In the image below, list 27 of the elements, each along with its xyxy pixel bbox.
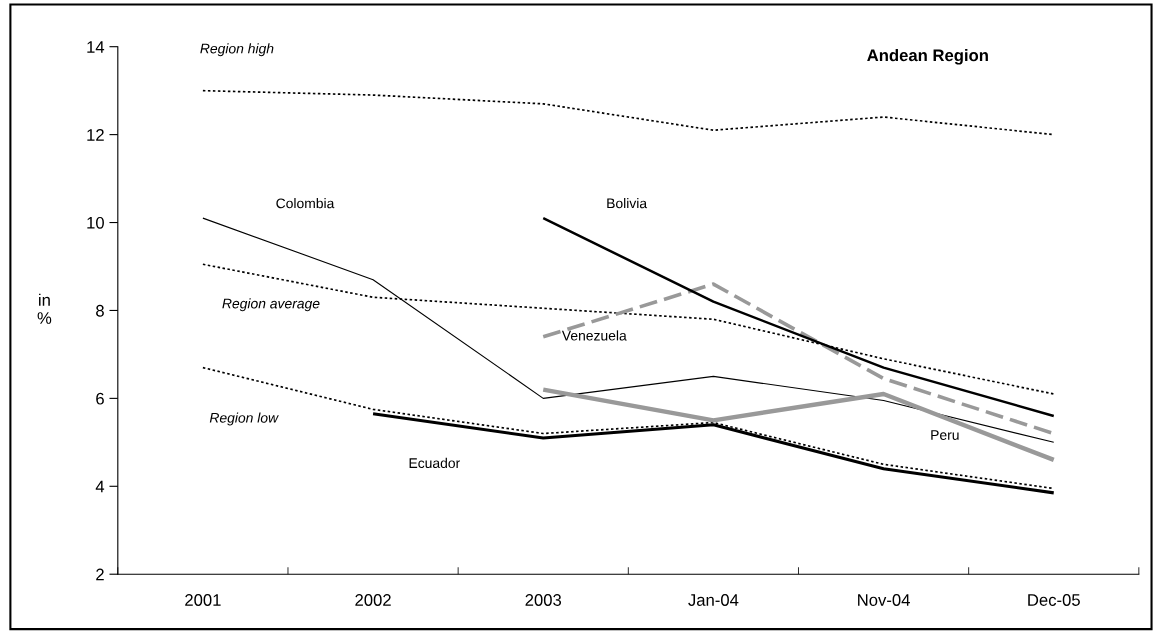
text: Region high [200, 43, 274, 57]
y-tick-label: 14 [87, 41, 105, 53]
x-tick-label: 2002 [355, 594, 391, 606]
y-tick-label: 6 [96, 392, 104, 405]
x-tick-label: Dec-05 [1028, 594, 1080, 606]
line-series [541, 387, 1056, 463]
y-axis-title: in % [37, 293, 52, 324]
y-tick-label: 8 [96, 304, 104, 317]
line-series [202, 366, 1055, 490]
line-series [202, 217, 1055, 443]
text: Bolivia [607, 198, 648, 209]
x-tick-label: Nov-04 [858, 594, 910, 606]
chart-title: Andean Region [867, 49, 988, 65]
series-label: Region low [209, 412, 279, 426]
y-tick-label: 4 [95, 480, 105, 493]
x-tick-label: Jan-04 [688, 594, 739, 606]
text: Colombia [276, 198, 335, 209]
y-tick-label: 10 [87, 216, 104, 229]
line-series [202, 89, 1055, 136]
x-tick-label: 2003 [525, 594, 562, 606]
series-label: Region average [222, 298, 320, 312]
y-tick-label: 2 [96, 568, 104, 581]
x-tick-label: 2001 [185, 594, 221, 606]
series-label: Venezuela [561, 330, 627, 341]
text: Ecuador [409, 457, 460, 469]
series-label: Peru [931, 430, 959, 440]
y-tick-label: 12 [87, 129, 104, 141]
